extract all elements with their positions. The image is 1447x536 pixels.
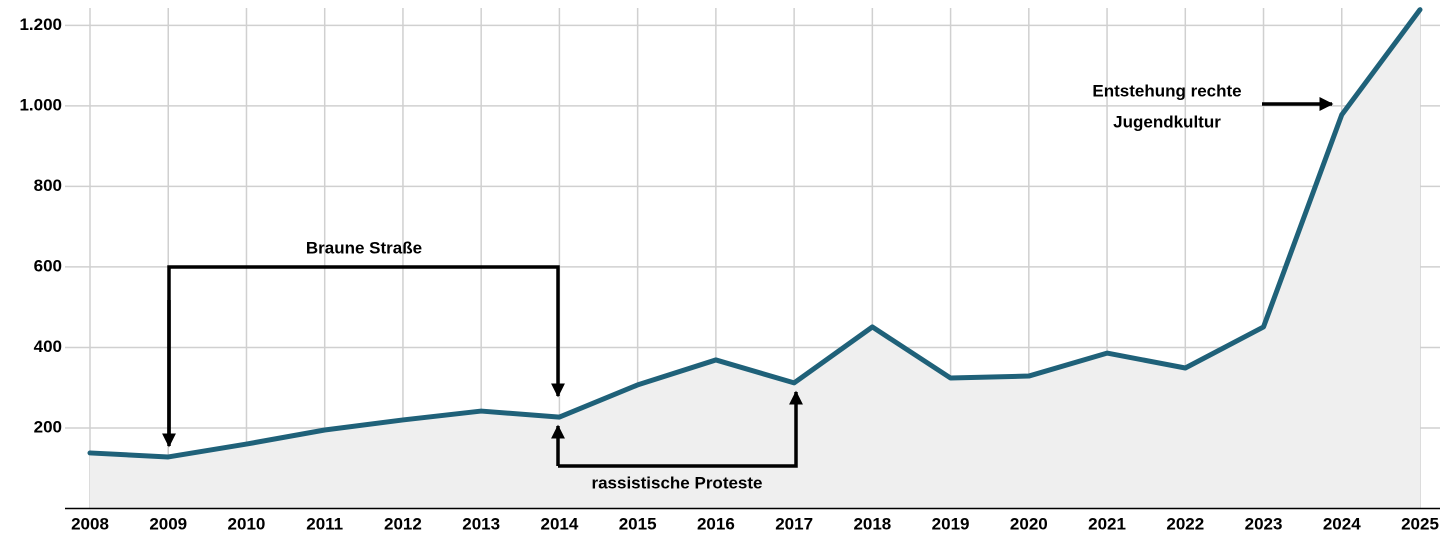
y-tick-label: 1.200 [19,15,62,34]
annotation-text: Jugendkultur [1113,112,1221,131]
x-tick-label: 2016 [697,514,735,533]
plot [87,7,1423,509]
annotation-text: Entstehung rechte [1092,81,1241,100]
x-tick-label: 2020 [1010,514,1048,533]
x-tick-label: 2018 [853,514,891,533]
y-tick-label: 800 [34,176,62,195]
annotation-braune: Braune Straße [162,238,565,448]
y-tick-label: 200 [34,417,62,436]
x-tick-label: 2013 [462,514,500,533]
x-tick-label: 2022 [1166,514,1204,533]
x-tick-label: 2009 [149,514,187,533]
y-tick-label: 400 [34,337,62,356]
x-tick-label: 2019 [932,514,970,533]
x-tick-label: 2010 [228,514,266,533]
x-tick-label: 2012 [384,514,422,533]
x-tick-label: 2015 [619,514,657,533]
x-tick-label: 2014 [540,514,578,533]
y-tick-label: 600 [34,256,62,275]
annotation-proteste: rassistische Proteste [551,390,803,492]
annotation-jugendkultur: Entstehung rechte Jugendkultur [1092,81,1334,131]
x-tick-label: 2024 [1323,514,1361,533]
x-tick-label: 2025 [1401,514,1439,533]
area [90,9,1420,509]
x-tick-label: 2017 [775,514,813,533]
x-tick-label: 2008 [71,514,109,533]
annotation-text: rassistische Proteste [591,473,762,492]
bracket [558,390,803,468]
line [87,7,1423,460]
annotation-text: Braune Straße [306,238,422,257]
x-tick-label: 2011 [306,514,343,533]
x-tick-label: 2023 [1245,514,1283,533]
x-tick-label: 2021 [1088,514,1126,533]
y-tick-label: 1.000 [19,95,62,114]
